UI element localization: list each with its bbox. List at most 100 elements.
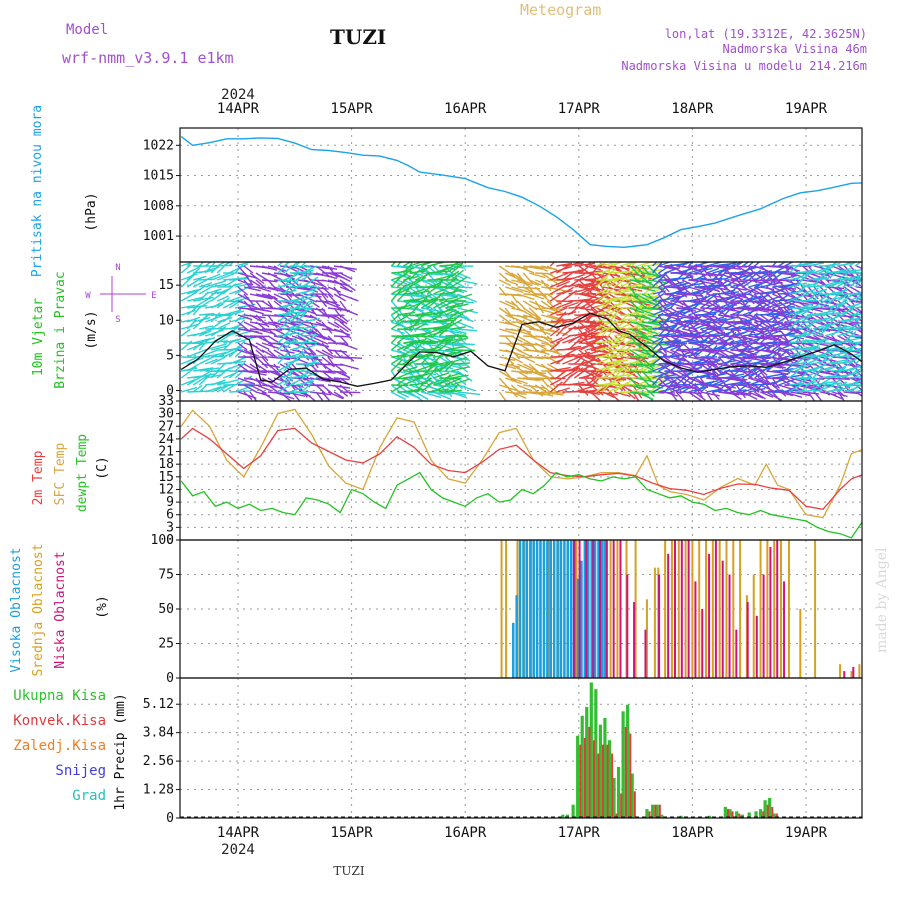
wind-arrow <box>766 377 787 380</box>
wind-arrow <box>635 342 651 355</box>
wind-arrow <box>664 377 678 385</box>
wind-arrow <box>321 363 333 372</box>
wind-arrow <box>753 370 762 382</box>
mid-cloud-bar <box>653 567 656 678</box>
wind-arrow <box>601 279 614 288</box>
wind-arrow <box>664 293 683 298</box>
wind-arrow <box>192 279 207 288</box>
precip-legend-frz: Zaledj.Kisa <box>13 738 106 754</box>
wind-arrow <box>534 342 547 350</box>
wind-arrow <box>301 335 317 344</box>
wind-arrow <box>652 384 666 393</box>
wind-arrow <box>850 377 862 385</box>
wind-arrow <box>333 363 347 375</box>
total-precip-bar <box>621 711 625 818</box>
low-cloud-bar <box>619 540 622 678</box>
wind-arrow <box>754 342 775 348</box>
low-cloud-bar <box>783 581 786 678</box>
wind-arrow <box>547 307 567 316</box>
wind-arrow <box>547 391 565 394</box>
wind-arrow <box>249 314 262 322</box>
wind-arrow <box>632 265 647 278</box>
high-cloud-bar <box>576 578 580 678</box>
wind-arrow <box>658 265 676 270</box>
wind-arrow <box>403 314 425 317</box>
wind-arrow <box>198 372 212 386</box>
wind-arrow <box>255 272 269 281</box>
wind-arrow <box>748 370 762 378</box>
wind-arrow <box>333 314 348 325</box>
wind-arrow <box>205 340 229 344</box>
wind-arrow <box>718 265 741 271</box>
wind-arrow <box>613 279 625 288</box>
wind-arrow <box>635 363 655 367</box>
wind-arrow <box>541 342 555 347</box>
wind-arrow <box>711 300 722 309</box>
wind-arrow <box>765 286 780 295</box>
wind-arrow <box>830 350 849 358</box>
mid-cloud-bar <box>705 540 708 678</box>
wind-arrow <box>186 265 202 274</box>
wind-arrow <box>688 377 702 384</box>
wind-arrow <box>301 354 326 358</box>
low-cloud-bar <box>776 540 779 678</box>
wind-arrow <box>832 328 851 338</box>
wind-arrow <box>445 265 459 274</box>
wind-arrow <box>249 384 267 395</box>
wind-arrow <box>818 316 832 323</box>
wind-arrow <box>309 377 331 383</box>
wind-arrow <box>641 356 655 370</box>
wind-arrow <box>590 335 609 338</box>
wind-speed-line <box>180 312 862 387</box>
wind-arrow <box>607 262 623 267</box>
total-precip-bar <box>679 815 683 818</box>
wind-arrow <box>433 299 448 309</box>
wind-arrow <box>682 328 702 334</box>
wind-arrow-band <box>788 262 862 393</box>
wind-arrow <box>595 355 616 365</box>
wind-arrow <box>234 263 244 274</box>
wind-arrow <box>658 376 672 386</box>
wind-arrow <box>273 328 285 336</box>
wind-arrow <box>528 384 544 397</box>
total-precip-bar <box>616 766 621 818</box>
wind-arrow <box>754 356 771 359</box>
wind-arrow <box>549 341 561 351</box>
wind-arrow <box>658 319 682 323</box>
wind-arrow <box>669 391 679 401</box>
wind-arrow <box>396 262 402 267</box>
y-tick-label: 15 <box>158 278 174 293</box>
wind-arrow <box>794 271 810 281</box>
wind-arrow <box>860 265 862 267</box>
wind-arrow <box>801 370 812 379</box>
wind-arrow <box>243 349 258 357</box>
wind-arrow <box>723 286 736 296</box>
wind-arrow <box>855 307 862 314</box>
wind-arrow <box>670 356 686 362</box>
wind-arrow <box>451 362 471 365</box>
wind-arrow <box>535 265 548 272</box>
wind-arrow <box>568 381 585 386</box>
wind-arrow <box>321 384 333 394</box>
y-tick-label: 30 <box>158 407 174 422</box>
wind-arrow <box>578 335 594 347</box>
high-cloud-bar <box>542 540 546 678</box>
wind-arrow <box>210 326 227 337</box>
wind-arrow <box>647 321 666 324</box>
wind-arrow <box>861 301 862 302</box>
wind-arrow <box>754 330 768 337</box>
wind-arrow <box>631 357 643 365</box>
low-cloud-bar <box>605 540 608 678</box>
wind-arrow <box>567 306 580 316</box>
wind-arrow <box>301 305 314 316</box>
wind-arrow <box>807 391 816 401</box>
wind-arrow <box>535 279 550 287</box>
wind-arrow <box>277 351 289 365</box>
wind-arrow <box>735 335 751 347</box>
wind-arrow <box>237 272 258 280</box>
total-precip-bar <box>585 706 589 818</box>
wind-arrow <box>450 285 461 295</box>
wind-arrow <box>818 366 832 372</box>
day-label-top: 15APR <box>331 101 374 117</box>
wind-arrow <box>277 375 293 386</box>
